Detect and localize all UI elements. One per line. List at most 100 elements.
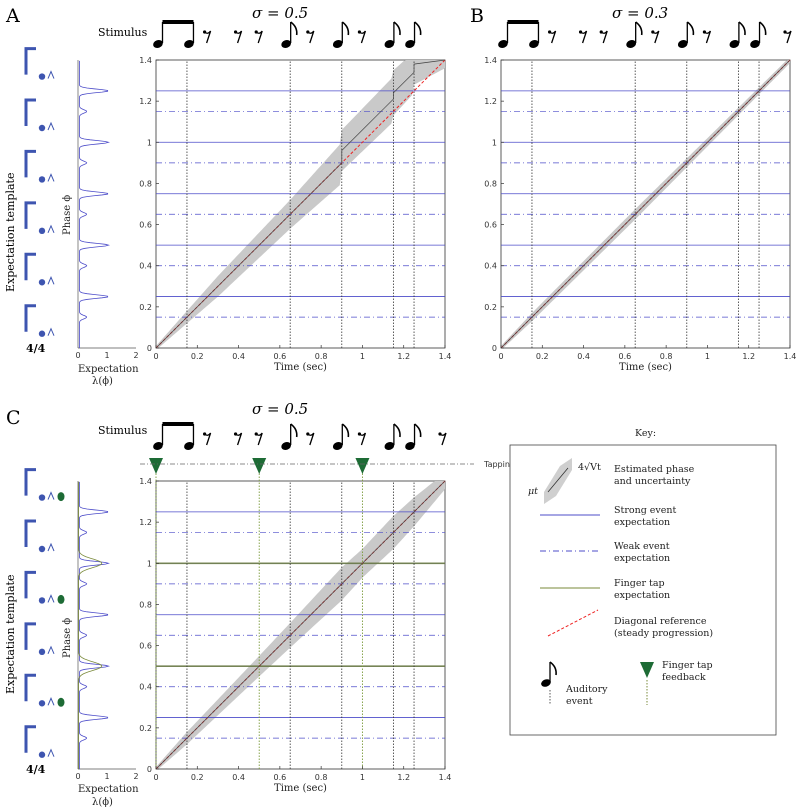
rest-dot xyxy=(357,30,362,34)
y-tick-label: 0.4 xyxy=(484,262,497,271)
x-tick-label: 1.2 xyxy=(742,352,755,361)
x-tick-label: 1 xyxy=(360,352,365,361)
x-tick-label: 0 xyxy=(498,352,503,361)
estimate-line xyxy=(155,480,446,770)
template-dot xyxy=(38,751,46,758)
x-tick-label: 1.4 xyxy=(784,352,797,361)
legend-item-diagonal-line1: Diagonal reference xyxy=(614,616,707,627)
y-tick-label: 0.6 xyxy=(484,221,497,230)
x-tick-label: 0.6 xyxy=(273,773,286,782)
lambda-label-a: λ(ϕ) xyxy=(92,376,113,387)
template-bracket xyxy=(24,47,36,75)
template-caret xyxy=(47,70,55,79)
note-flag xyxy=(393,423,401,438)
plot-panel-c: 0 0.2 0.4 0.6 0.8 1 1.2 1.4 0 0.2 0.4 0.6 0.8 1 1.2 1.4… xyxy=(139,458,451,794)
note-head xyxy=(384,40,395,48)
y-tick-label: 0.4 xyxy=(139,683,152,692)
template-caret xyxy=(47,276,55,285)
legend-item-estimate: Estimated phase and uncertainty xyxy=(614,464,695,487)
x-tick-label: 1.2 xyxy=(397,773,410,782)
x-axis-label: Time (sec) xyxy=(274,362,327,373)
panel-c-stimulus-label: Stimulus xyxy=(98,424,148,437)
expectation-curve xyxy=(79,481,110,769)
rest-dot xyxy=(651,30,655,34)
note-head xyxy=(750,40,760,48)
template-dot xyxy=(38,227,46,235)
rest-dot xyxy=(438,432,442,436)
template-bracket xyxy=(24,673,36,702)
y-tick-label: 0.2 xyxy=(139,303,152,312)
template-dot xyxy=(38,545,46,553)
note-beam xyxy=(162,20,194,24)
legend-diagonal-line xyxy=(547,609,599,637)
legend-item-strong-line1: Strong event xyxy=(614,505,677,516)
finger-tap-marker xyxy=(252,458,267,474)
x-tick-label: 0.4 xyxy=(232,352,245,361)
y-tick-label: 0.6 xyxy=(139,642,152,651)
time-signature: 4/4 xyxy=(26,342,46,355)
phase-label-c: Phase ϕ xyxy=(62,618,73,658)
side-tick-label: 2 xyxy=(133,772,138,781)
note-head xyxy=(677,40,688,48)
note-head xyxy=(498,40,508,48)
legend-item-auditory-line2: event xyxy=(566,696,593,707)
stimulus-rhythm-c xyxy=(153,422,447,450)
side-tick-label: 1 xyxy=(104,351,109,360)
legend-mean-line xyxy=(547,467,569,493)
legend-mu: μt xyxy=(528,486,538,497)
x-tick-label: 0.2 xyxy=(191,773,204,782)
x-tick-label: 1.4 xyxy=(439,773,452,782)
y-tick-label: 1.4 xyxy=(139,477,152,486)
x-tick-label: 0.4 xyxy=(577,352,590,361)
rest-dot xyxy=(203,432,207,436)
finger-tap-curve xyxy=(78,481,103,769)
y-tick-label: 1 xyxy=(492,138,497,147)
finger-tap-marker xyxy=(355,458,370,474)
expectation-curve xyxy=(79,60,110,348)
legend-item-diagonal-line2: (steady progression) xyxy=(614,628,713,639)
y-tick-label: 1 xyxy=(147,138,152,147)
template-tap-dot xyxy=(57,697,65,707)
legend-item-weak-line1: Weak event xyxy=(614,541,670,552)
y-tick-label: 1.2 xyxy=(139,97,152,106)
template-caret xyxy=(47,697,55,706)
note-head xyxy=(153,40,163,48)
legend-item-auditory-line1: Auditory xyxy=(565,684,608,695)
x-tick-label: 1.2 xyxy=(397,352,410,361)
diagonal-reference xyxy=(155,59,446,349)
rest-dot xyxy=(203,30,207,34)
legend-var: 4√Vt xyxy=(578,462,601,473)
template-dot xyxy=(38,176,46,183)
note-flag xyxy=(635,21,643,36)
rest-dot xyxy=(702,30,707,34)
plot-panel-b: 0 0.2 0.4 0.6 0.8 1 1.2 1.4 0 0.2 0.4 0.6 0.8 1 1.2 1.4… xyxy=(484,56,796,373)
x-tick-label: 1 xyxy=(360,773,365,782)
note-head xyxy=(281,442,292,450)
y-tick-label: 0.4 xyxy=(139,262,152,271)
note-head xyxy=(529,40,539,48)
template-bracket xyxy=(24,468,36,496)
x-tick-label: 0.6 xyxy=(273,352,286,361)
y-tick-label: 1.2 xyxy=(139,518,152,527)
template-bracket xyxy=(24,252,36,281)
note-head xyxy=(384,442,395,450)
note-head xyxy=(405,442,415,450)
x-tick-label: 0 xyxy=(153,773,158,782)
phase-label-a: Phase ϕ xyxy=(62,195,73,235)
expectation-template-a: 0 1 2 4/4 xyxy=(24,47,139,360)
legend-item-estimate-line2: and uncertainty xyxy=(614,476,691,487)
template-caret xyxy=(47,748,55,757)
plot-panel-a: 0 0.2 0.4 0.6 0.8 1 1.2 1.4 0 0.2 0.4 0.6 0.8 1 1.2 1.4… xyxy=(139,56,451,373)
note-flag xyxy=(414,21,422,36)
expectation-xlabel-a: Expectation xyxy=(78,364,139,375)
rest-dot xyxy=(306,432,310,436)
x-tick-label: 1.4 xyxy=(439,352,452,361)
rest-dot xyxy=(254,432,258,436)
template-caret xyxy=(47,121,55,131)
x-tick-label: 0 xyxy=(153,352,158,361)
estimate-line xyxy=(500,59,791,349)
x-tick-label: 0.8 xyxy=(315,773,328,782)
time-signature: 4/4 xyxy=(26,763,46,776)
y-tick-label: 0.8 xyxy=(484,179,497,188)
